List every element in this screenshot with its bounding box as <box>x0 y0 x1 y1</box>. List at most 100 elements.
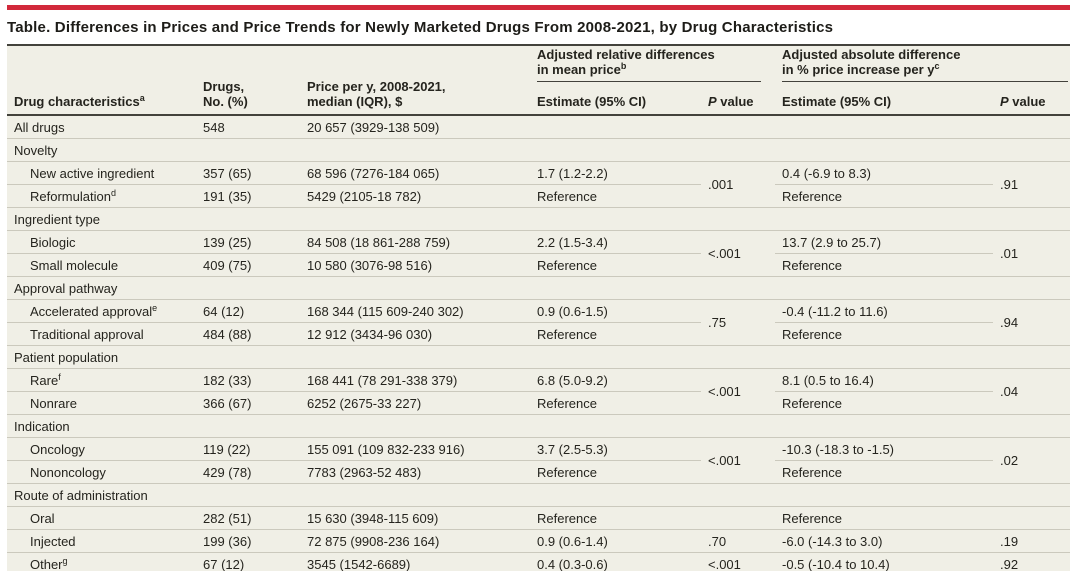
table-title: Table. Differences in Prices and Price T… <box>7 19 834 36</box>
drug-label-cell: Oncology <box>7 437 196 461</box>
estimate-absolute-cell: 8.1 (0.5 to 16.4) <box>775 368 994 392</box>
drugs-no-cell: 484 (88) <box>196 322 300 346</box>
table-row-rare: Raref 182 (33) 168 441 (78 291-338 379) … <box>7 368 1071 415</box>
drug-prices-table: Drug characteristicsa Drugs, No. (%) Pric… <box>7 46 1071 571</box>
pvalue-relative-cell: <.001 <box>701 368 776 415</box>
estimate-absolute-cell: Reference <box>775 506 994 530</box>
header-subcolumn-row: Estimate (95% CI) P value Estimate (95% … <box>7 87 1071 116</box>
estimate-relative-cell: 6.8 (5.0-9.2) <box>530 368 701 392</box>
drug-label-cell: New active ingredient <box>7 161 196 185</box>
price-cell: 7783 (2963-52 483) <box>300 460 530 484</box>
drugs-no-cell: 139 (25) <box>196 230 300 254</box>
pvalue-absolute-cell: .92 <box>993 552 1071 571</box>
pvalue-relative-cell <box>701 115 776 139</box>
pvalue-absolute-cell <box>993 115 1071 139</box>
section-row-novelty: Novelty <box>7 138 1071 162</box>
drugs-no-cell: 357 (65) <box>196 161 300 185</box>
drug-prices-table-container: Drug characteristicsa Drugs, No. (%) Pric… <box>7 44 1071 571</box>
section-label: Novelty <box>7 138 1071 162</box>
estimate-relative-cell: Reference <box>530 460 701 484</box>
col-header-pvalue-relative: P value <box>701 87 776 116</box>
pvalue-absolute-cell: .02 <box>993 437 1071 484</box>
estimate-relative-cell <box>530 115 701 139</box>
section-row-indication: Indication <box>7 414 1071 438</box>
price-cell: 168 441 (78 291-338 379) <box>300 368 530 392</box>
table-row-all-drugs: All drugs 548 20 657 (3929-138 509) <box>7 115 1071 139</box>
estimate-absolute-cell: -0.4 (-11.2 to 11.6) <box>775 299 994 323</box>
drugs-no-cell: 282 (51) <box>196 506 300 530</box>
estimate-relative-cell: 2.2 (1.5-3.4) <box>530 230 701 254</box>
drug-label-cell: Raref <box>7 368 196 392</box>
section-row-patient-population: Patient population <box>7 345 1071 369</box>
table-header: Drug characteristicsa Drugs, No. (%) Pric… <box>7 46 1071 116</box>
section-row-route-of-administration: Route of administration <box>7 483 1071 507</box>
estimate-absolute-cell: Reference <box>775 184 994 208</box>
section-label: Route of administration <box>7 483 1071 507</box>
drug-label-cell: Nononcology <box>7 460 196 484</box>
pvalue-relative-cell: <.001 <box>701 437 776 484</box>
price-cell: 12 912 (3434-96 030) <box>300 322 530 346</box>
estimate-absolute-cell: -6.0 (-14.3 to 3.0) <box>775 529 994 553</box>
drugs-no-cell: 429 (78) <box>196 460 300 484</box>
drug-label-cell: Small molecule <box>7 253 196 277</box>
section-row-ingredient-type: Ingredient type <box>7 207 1071 231</box>
group-header-absolute-difference: Adjusted absolute difference in % price i… <box>775 46 1070 87</box>
table-row-injected: Injected 199 (36) 72 875 (9908-236 164) … <box>7 529 1071 553</box>
col-header-drug-characteristics: Drug characteristicsa <box>7 46 196 116</box>
section-label: Ingredient type <box>7 207 1071 231</box>
price-cell: 84 508 (18 861-288 759) <box>300 230 530 254</box>
drug-label-cell: Biologic <box>7 230 196 254</box>
table-row-biologic: Biologic 139 (25) 84 508 (18 861-288 759… <box>7 230 1071 277</box>
table-row-new-active-ingredient: New active ingredient 357 (65) 68 596 (7… <box>7 161 1071 208</box>
price-cell: 155 091 (109 832-233 916) <box>300 437 530 461</box>
table-body: All drugs 548 20 657 (3929-138 509) Nove… <box>7 115 1071 571</box>
table-row-small-molecule: Small molecule 409 (75) 10 580 (3076-98 … <box>7 253 1070 277</box>
drug-label-cell: Oral <box>7 506 196 530</box>
section-row-approval-pathway: Approval pathway <box>7 276 1071 300</box>
estimate-absolute-cell: Reference <box>775 391 994 415</box>
estimate-absolute-cell: 13.7 (2.9 to 25.7) <box>775 230 994 254</box>
section-label: Indication <box>7 414 1071 438</box>
header-group-row: Drug characteristicsa Drugs, No. (%) Pric… <box>7 46 1070 116</box>
price-cell: 6252 (2675-33 227) <box>300 391 530 415</box>
estimate-relative-cell: 1.7 (1.2-2.2) <box>530 161 701 185</box>
drug-label-cell: Injected <box>7 529 196 553</box>
footnote-marker-d: d <box>110 187 116 198</box>
drug-label-cell: Accelerated approvale <box>7 299 196 323</box>
price-cell: 20 657 (3929-138 509) <box>300 115 530 139</box>
price-cell: 3545 (1542-6689) <box>300 552 530 571</box>
drugs-no-cell: 182 (33) <box>196 368 300 392</box>
price-cell: 68 596 (7276-184 065) <box>300 161 530 185</box>
price-cell: 5429 (2105-18 782) <box>300 184 530 208</box>
estimate-absolute-cell: -10.3 (-18.3 to -1.5) <box>775 437 994 461</box>
pvalue-relative-cell: <.001 <box>701 230 776 277</box>
pvalue-absolute-cell <box>993 506 1071 530</box>
table-row-traditional-approval: Traditional approval 484 (88) 12 912 (34… <box>7 322 1070 346</box>
pvalue-absolute-cell: .91 <box>993 161 1071 208</box>
pvalue-absolute-cell: .94 <box>993 299 1071 346</box>
section-label: Patient population <box>7 345 1071 369</box>
price-cell: 168 344 (115 609-240 302) <box>300 299 530 323</box>
estimate-relative-cell: Reference <box>530 391 701 415</box>
col-header-estimate-relative: Estimate (95% CI) <box>530 87 701 116</box>
price-cell: 10 580 (3076-98 516) <box>300 253 530 277</box>
drugs-no-cell: 409 (75) <box>196 253 300 277</box>
price-cell: 72 875 (9908-236 164) <box>300 529 530 553</box>
footnote-marker-e: e <box>152 302 158 313</box>
estimate-relative-cell: 0.9 (0.6-1.5) <box>530 299 701 323</box>
pvalue-relative-cell: .70 <box>701 529 776 553</box>
col-header-pvalue-absolute: P value <box>993 87 1071 116</box>
drugs-no-cell: 191 (35) <box>196 184 300 208</box>
estimate-relative-cell: 0.9 (0.6-1.4) <box>530 529 701 553</box>
drugs-no-cell: 366 (67) <box>196 391 300 415</box>
footnote-marker-a: a <box>139 93 145 103</box>
drugs-no-cell: 119 (22) <box>196 437 300 461</box>
estimate-relative-cell: 3.7 (2.5-5.3) <box>530 437 701 461</box>
table-row-accelerated-approval: Accelerated approvale 64 (12) 168 344 (1… <box>7 299 1071 346</box>
footnote-marker-c: c <box>934 61 940 71</box>
accent-bar <box>7 5 1070 10</box>
footnote-marker-g: g <box>62 555 68 566</box>
estimate-absolute-cell <box>775 115 994 139</box>
drug-label-cell: All drugs <box>7 115 196 139</box>
table-row-oral: Oral 282 (51) 15 630 (3948-115 609) Refe… <box>7 506 1071 530</box>
